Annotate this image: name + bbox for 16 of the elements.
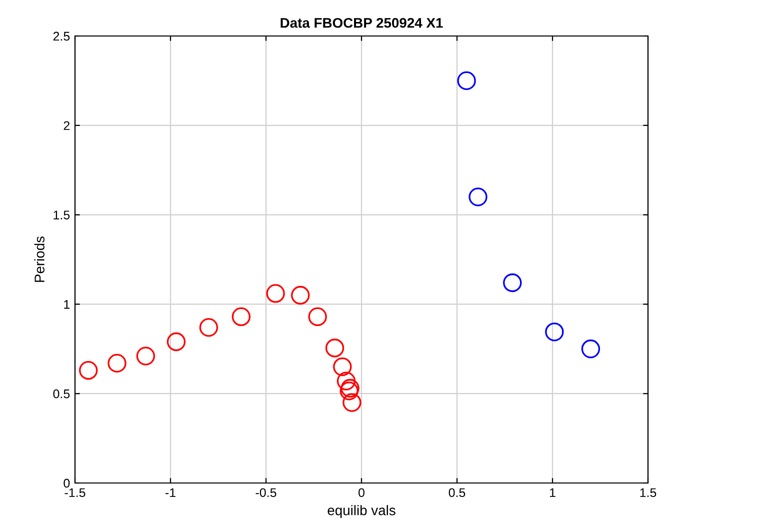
x-tick-label: 0.5: [448, 488, 466, 498]
y-tick-label: 1: [64, 300, 70, 309]
y-tick-label: 2.5: [53, 32, 70, 41]
x-tick-label: -1: [166, 488, 176, 497]
y-tick-label: 0: [64, 478, 70, 488]
y-tick-label: 0.5: [53, 389, 70, 398]
y-tick-label: 2: [64, 121, 70, 130]
x-axis-title: equilib vals: [328, 505, 396, 518]
x-tick-label: -1.5: [64, 488, 86, 498]
x-tick-label: 0: [358, 488, 364, 498]
y-tick-label: 1.5: [54, 210, 70, 220]
chart-title: Data FBOCBP 250924 X1: [280, 18, 443, 28]
x-tick-label: 1.5: [640, 488, 656, 498]
x-tick-label: 1: [550, 488, 556, 497]
y-axis-title: Periods: [34, 236, 44, 282]
x-tick-label: -0.5: [256, 488, 276, 498]
